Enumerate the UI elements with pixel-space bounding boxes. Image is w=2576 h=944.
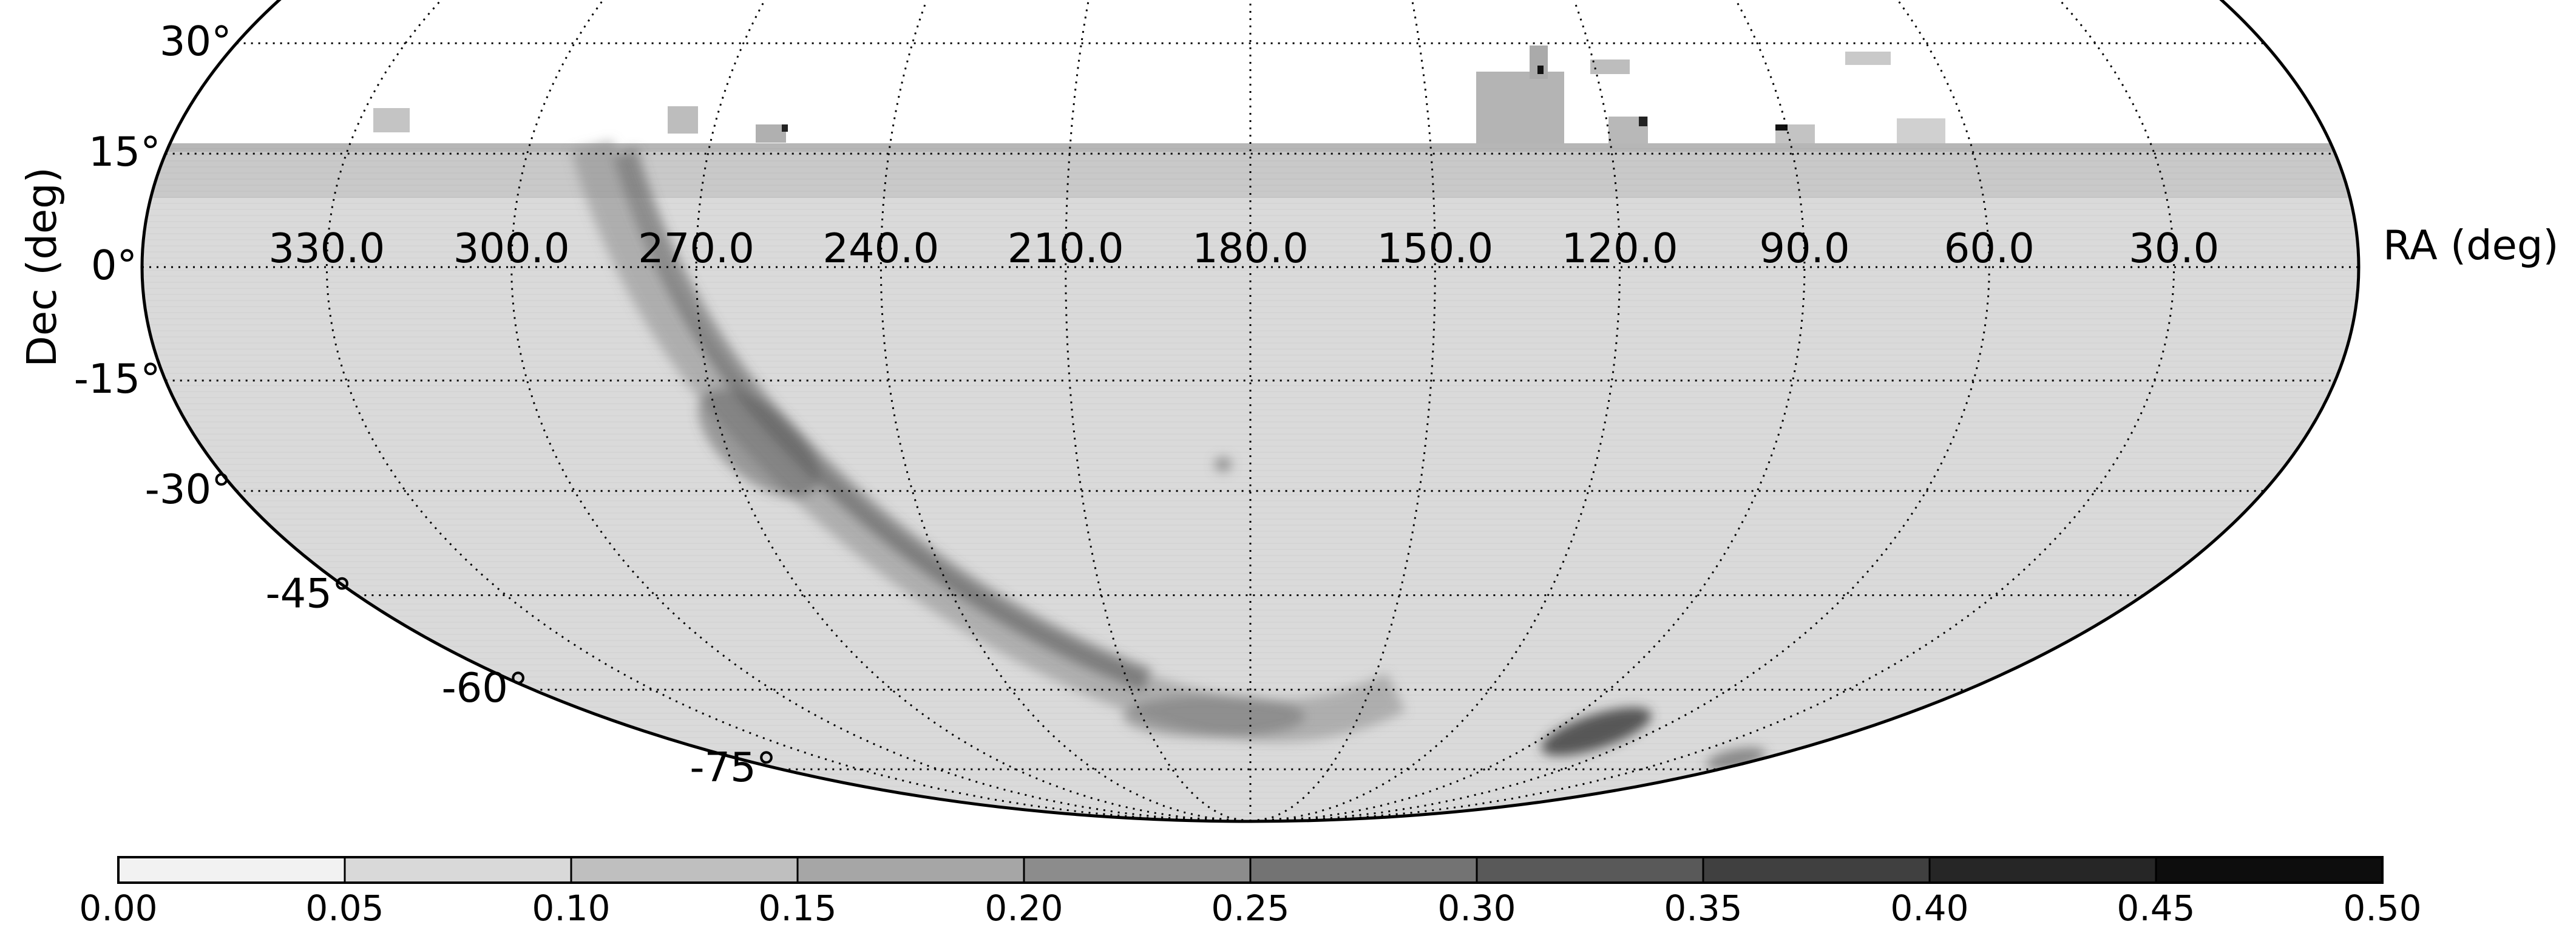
dec-tick-label: 30° — [160, 18, 232, 65]
colorbar-tick-label: 0.00 — [79, 888, 157, 929]
colorbar-tick-label: 0.25 — [1211, 888, 1289, 929]
colorbar-segment — [1024, 857, 1251, 883]
galactic-plane-band — [571, 140, 1766, 770]
dec-tick-label: 15° — [89, 128, 161, 175]
ra-tick-label: 150.0 — [1377, 225, 1493, 272]
ra-tick-label: 60.0 — [1944, 225, 2035, 272]
lmc-blob — [1541, 707, 1652, 756]
colorbar-tick-label: 0.20 — [985, 888, 1063, 929]
colorbar-tick-label: 0.10 — [532, 888, 610, 929]
ra-tick-label: 300.0 — [453, 225, 570, 272]
colorbar-tick-label: 0.35 — [1664, 888, 1742, 929]
colorbar-tick-label: 0.30 — [1437, 888, 1516, 929]
colorbar-tick-label: 0.40 — [1890, 888, 1968, 929]
ra-tick-label: 240.0 — [822, 225, 939, 272]
projection-outline — [141, 0, 2360, 823]
north-patches — [373, 46, 1945, 143]
colorbar-segment — [118, 857, 345, 883]
ra-tick-label: 90.0 — [1759, 225, 1849, 272]
colorbar-segment — [1703, 857, 1930, 883]
coordinate-grid — [142, 0, 2359, 821]
colorbar-segment — [1250, 857, 1477, 883]
colorbar-tick-label: 0.50 — [2343, 888, 2421, 929]
colorbar-segment — [2156, 857, 2383, 883]
colorbar: 0.00 0.05 0.10 0.15 0.20 0.25 0.30 0.35 0.40 0.45… — [79, 856, 2422, 929]
ra-grid-line — [510, 0, 1251, 821]
ra-tick-label: 270.0 — [638, 225, 754, 272]
colorbar-segment — [345, 857, 572, 883]
dec-tick-label: -45° — [265, 570, 352, 617]
colorbar-segment — [798, 857, 1025, 883]
colorbar-tick-label: 0.15 — [758, 888, 836, 929]
colorbar-segment — [1477, 857, 1704, 883]
colorbar-frame — [117, 856, 2384, 884]
dec-tick-label: -15° — [74, 355, 161, 402]
ra-tick-label: 180.0 — [1192, 225, 1309, 272]
colorbar-tick-label: 0.45 — [2117, 888, 2195, 929]
ra-tick-label: 30.0 — [2129, 225, 2219, 272]
dec-tick-label: -75° — [690, 744, 776, 791]
dec-tick-label: -60° — [441, 664, 528, 711]
colorbar-segment — [1930, 857, 2157, 883]
dec-tick-label: -30° — [145, 466, 232, 513]
ra-tick-label: 330.0 — [268, 225, 385, 272]
colorbar-tick-label: 0.05 — [305, 888, 384, 929]
dec-tick-label: 0° — [91, 242, 137, 289]
x-axis-label: RA (deg) — [2383, 222, 2559, 269]
ra-tick-labels: 330.0 300.0 270.0 240.0 210.0 180.0 150.0 120.0… — [268, 225, 2219, 272]
ra-tick-label: 210.0 — [1008, 225, 1124, 272]
ra-grid-line — [1250, 0, 1990, 821]
dec-tick-labels: 30° 15° 0° -15° -30° -45° -60° -75° — [74, 18, 777, 791]
ra-tick-label: 120.0 — [1562, 225, 1678, 272]
y-axis-label: Dec (deg) — [18, 167, 66, 367]
colorbar-segment — [571, 857, 798, 883]
sky-map-area — [142, 46, 2359, 821]
